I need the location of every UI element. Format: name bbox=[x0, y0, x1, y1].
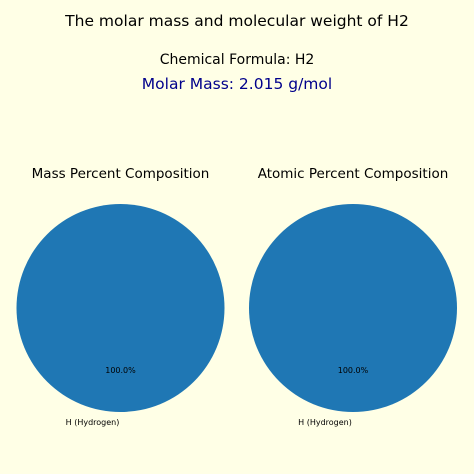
pie-slice-hydrogen bbox=[249, 204, 457, 412]
pie-title: Mass Percent Composition bbox=[32, 166, 210, 182]
pie-slice-label: H (Hydrogen) bbox=[298, 418, 352, 427]
pie-percent-label: 100.0% bbox=[105, 366, 136, 375]
pie-title: Atomic Percent Composition bbox=[258, 166, 449, 182]
figure-title: The molar mass and molecular weight of H… bbox=[65, 12, 409, 30]
pie-slice-hydrogen bbox=[16, 204, 225, 412]
pie-percent-label: 100.0% bbox=[338, 366, 369, 375]
molar-mass: Molar Mass: 2.015 g/mol bbox=[141, 75, 333, 93]
chemical-formula: Chemical Formula: H2 bbox=[159, 52, 315, 68]
pie-slice-label: H (Hydrogen) bbox=[66, 418, 120, 427]
